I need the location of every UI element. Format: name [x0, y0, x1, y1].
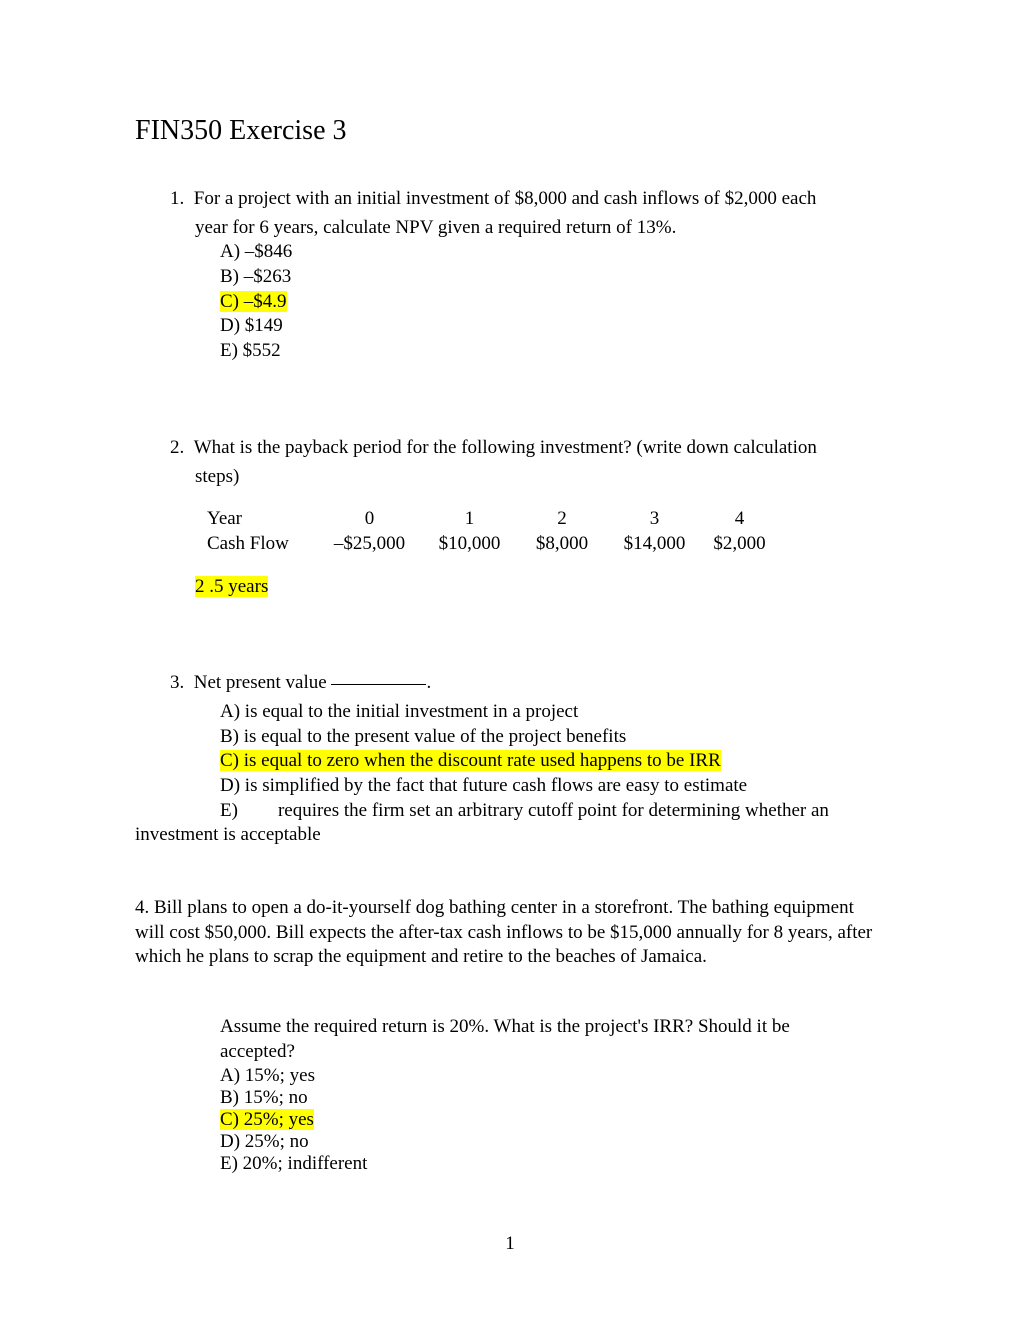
q1-option-b: B) –$263: [135, 265, 885, 290]
q2-text-l1: What is the payback period for the follo…: [194, 437, 817, 458]
q2-year-4: 4: [702, 507, 777, 532]
q2-year-0: 0: [317, 507, 422, 532]
q2-year-1: 1: [422, 507, 517, 532]
document-page: FIN350 Exercise 3 1. For a project with …: [0, 0, 1020, 1320]
q1-number: 1.: [170, 188, 184, 209]
q3-optE-prefix: E): [135, 800, 238, 821]
question-3: 3. Net present value . A) is equal to th…: [135, 671, 885, 848]
q3-option-a: A) is equal to the initial investment in…: [135, 700, 885, 725]
q2-year-3: 3: [607, 507, 702, 532]
q4-option-a: A) 15%; yes: [135, 1065, 885, 1087]
q2-table-cashflow: Cash Flow –$25,000 $10,000 $8,000 $14,00…: [135, 532, 885, 557]
q2-answer: 2 .5 years: [195, 575, 885, 600]
q2-cf-0: –$25,000: [317, 532, 422, 557]
page-number: 1: [0, 1233, 1020, 1255]
q1-text-l1: For a project with an initial investment…: [194, 188, 817, 209]
q2-answer-highlight: 2 .5 years: [195, 576, 268, 597]
q1-option-a: A) –$846: [135, 240, 885, 265]
q3-option-c-highlight: C) is equal to zero when the discount ra…: [220, 750, 721, 771]
q2-year-2: 2: [517, 507, 607, 532]
q3-option-e: E)requires the firm set an arbitrary cut…: [135, 799, 885, 824]
q4-sub-l1: Assume the required return is 20%. What …: [135, 1015, 885, 1040]
q2-cf-3: $14,000: [607, 532, 702, 557]
q2-cf-label: Cash Flow: [207, 532, 317, 557]
q2-line2: steps): [135, 465, 885, 490]
q2-cf-2: $8,000: [517, 532, 607, 557]
q2-cf-4: $2,000: [702, 532, 777, 557]
q2-number: 2.: [170, 437, 184, 458]
q2-line1: 2. What is the payback period for the fo…: [135, 436, 885, 461]
q4-option-b: B) 15%; no: [135, 1087, 885, 1109]
q2-cf-1: $10,000: [422, 532, 517, 557]
q2-table-header: Year 0 1 2 3 4: [135, 507, 885, 532]
q1-option-c-highlight: C) –$4.9: [220, 291, 287, 312]
q3-option-b: B) is equal to the present value of the …: [135, 725, 885, 750]
q3-optE-text1: requires the firm set an arbitrary cutof…: [238, 800, 829, 821]
q1-line1: 1. For a project with an initial investm…: [135, 187, 885, 212]
question-1: 1. For a project with an initial investm…: [135, 187, 885, 364]
q4-option-c-highlight: C) 25%; yes: [220, 1109, 314, 1130]
q1-option-c: C) –$4.9: [135, 290, 885, 315]
q1-line2: year for 6 years, calculate NPV given a …: [135, 216, 885, 241]
q3-option-c: C) is equal to zero when the discount ra…: [135, 749, 885, 774]
q1-option-e: E) $552: [135, 339, 885, 364]
q4-option-d: D) 25%; no: [135, 1131, 885, 1153]
q4-option-e: E) 20%; indifferent: [135, 1153, 885, 1175]
q3-option-d: D) is simplified by the fact that future…: [135, 774, 885, 799]
q3-blank: [331, 684, 426, 685]
q4-option-c: C) 25%; yes: [135, 1109, 885, 1131]
q3-option-e-l2: investment is acceptable: [135, 823, 885, 848]
page-title: FIN350 Exercise 3: [135, 115, 885, 147]
q2-year-label: Year: [207, 507, 317, 532]
q3-number: 3.: [170, 672, 184, 693]
q3-line1: 3. Net present value .: [135, 671, 885, 696]
q4-sub-l2: accepted?: [135, 1040, 885, 1065]
question-4-intro: 4. Bill plans to open a do-it-yourself d…: [135, 896, 885, 970]
q3-text-l1: Net present value: [194, 672, 332, 693]
question-2: 2. What is the payback period for the fo…: [135, 436, 885, 599]
q1-option-d: D) $149: [135, 314, 885, 339]
